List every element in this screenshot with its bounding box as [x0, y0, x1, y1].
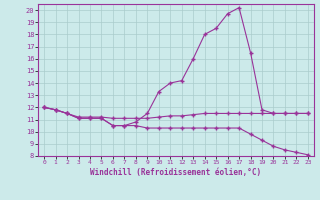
X-axis label: Windchill (Refroidissement éolien,°C): Windchill (Refroidissement éolien,°C) — [91, 168, 261, 177]
